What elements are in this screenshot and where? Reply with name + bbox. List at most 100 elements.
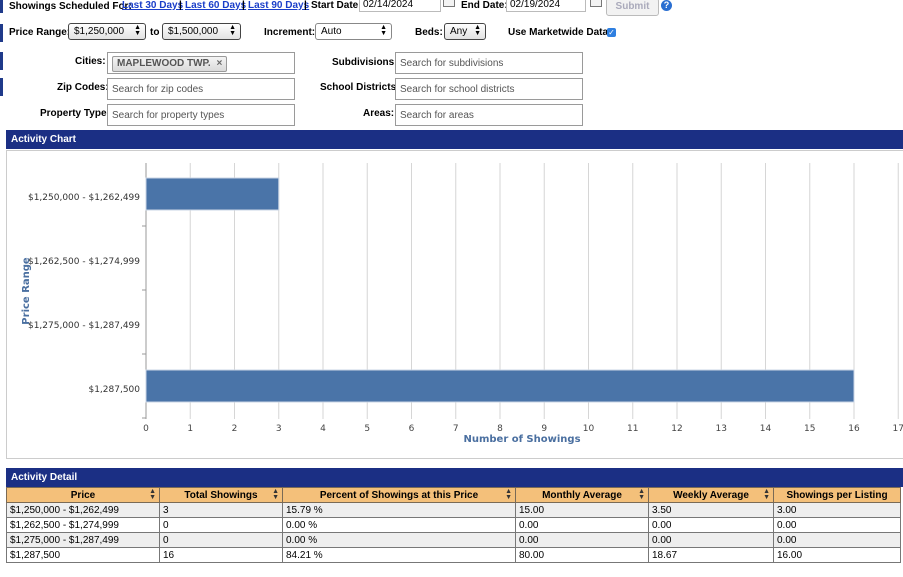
table-row: $1,250,000 - $1,262,499 3 15.79 % 15.00 … xyxy=(6,502,901,518)
marketwide-checkbox[interactable]: ✓ xyxy=(607,28,616,37)
sort-icon: ▲ ▼ xyxy=(638,488,645,501)
left-accent-bar xyxy=(0,78,3,96)
cell-weekly-average: 0.00 xyxy=(648,532,774,548)
cell-percent: 15.79 % xyxy=(282,502,516,518)
increment-value: Auto xyxy=(321,26,342,37)
y-category-label: $1,262,500 - $1,274,999 xyxy=(28,257,140,267)
select-arrows-icon: ▲ ▼ xyxy=(380,24,387,37)
to-label: to xyxy=(150,27,160,38)
submit-button[interactable]: Submit xyxy=(606,0,659,16)
areas-input[interactable]: Search for areas xyxy=(395,104,583,126)
last-90-days-link[interactable]: Last 90 Days xyxy=(248,0,310,11)
x-tick-label: 3 xyxy=(276,424,282,434)
cell-price: $1,287,500 xyxy=(6,547,160,563)
x-tick-label: 9 xyxy=(541,424,547,434)
showings-period-row: Showings Scheduled For: xyxy=(9,0,132,12)
price-range-label: Price Range: xyxy=(9,27,71,38)
cell-total-showings: 16 xyxy=(159,547,283,563)
cell-monthly-average: 15.00 xyxy=(515,502,649,518)
cell-showings-per-listing: 3.00 xyxy=(773,502,901,518)
start-date-input[interactable]: 02/14/2024 xyxy=(359,0,441,12)
y-category-label: $1,287,500 xyxy=(88,385,140,395)
x-tick-label: 12 xyxy=(671,424,682,434)
cities-label: Cities: xyxy=(75,56,106,67)
marketwide-label: Use Marketwide Data: xyxy=(508,27,612,38)
cell-monthly-average: 80.00 xyxy=(515,547,649,563)
calendar-icon[interactable] xyxy=(590,0,602,7)
price-max-value: $1,500,000 xyxy=(168,26,219,37)
help-icon[interactable]: ? xyxy=(661,0,672,11)
activity-chart: 0 1 2 3 4 5 6 7 8 9 10 11 12 13 14 15 16 17$1,250,000 - $… xyxy=(21,163,903,445)
x-tick-label: 10 xyxy=(583,424,595,434)
x-axis-title: Number of Showings xyxy=(463,434,580,445)
x-tick-label: 14 xyxy=(760,424,772,434)
property-type-input[interactable]: Search for property types xyxy=(107,104,295,126)
column-header-monthly-average[interactable]: Monthly Average ▲ ▼ xyxy=(515,487,649,503)
column-header-total-showings[interactable]: Total Showings ▲ ▼ xyxy=(159,487,283,503)
zip-codes-input[interactable]: Search for zip codes xyxy=(107,78,295,100)
close-icon[interactable]: × xyxy=(216,58,223,69)
cell-showings-per-listing: 16.00 xyxy=(773,547,901,563)
price-max-select[interactable]: $1,500,000 ▲ ▼ xyxy=(162,23,241,40)
start-date-label: Start Date: xyxy=(311,0,362,11)
x-tick-label: 1 xyxy=(187,424,193,434)
activity-chart-panel xyxy=(6,150,903,459)
column-header-showings-per-listing[interactable]: Showings per Listing xyxy=(773,487,901,503)
x-tick-label: 16 xyxy=(848,424,860,434)
separator: | xyxy=(242,0,245,11)
school-districts-input[interactable]: Search for school districts xyxy=(395,78,583,100)
price-min-select[interactable]: $1,250,000 ▲ ▼ xyxy=(68,23,146,40)
column-header-percent[interactable]: Percent of Showings at this Price ▲ ▼ xyxy=(282,487,516,503)
end-date-label: End Date: xyxy=(461,0,508,11)
cell-weekly-average: 18.67 xyxy=(648,547,774,563)
column-header-price[interactable]: Price ▲ ▼ xyxy=(6,487,160,503)
cell-total-showings: 0 xyxy=(159,517,283,533)
sort-icon: ▲ ▼ xyxy=(505,488,512,501)
x-tick-label: 2 xyxy=(232,424,238,434)
beds-select[interactable]: Any ▲ ▼ xyxy=(444,23,486,40)
cell-monthly-average: 0.00 xyxy=(515,517,649,533)
y-axis-title: Price Range xyxy=(21,257,32,325)
left-accent-bar xyxy=(0,24,3,42)
last-60-days-link[interactable]: Last 60 Days xyxy=(185,0,247,11)
price-min-value: $1,250,000 xyxy=(74,26,125,37)
cell-weekly-average: 0.00 xyxy=(648,517,774,533)
cell-percent: 0.00 % xyxy=(282,517,516,533)
x-tick-label: 15 xyxy=(804,424,815,434)
cell-showings-per-listing: 0.00 xyxy=(773,532,901,548)
cell-total-showings: 3 xyxy=(159,502,283,518)
y-category-label: $1,250,000 - $1,262,499 xyxy=(28,193,140,203)
left-accent-bar xyxy=(0,52,3,70)
calendar-icon[interactable] xyxy=(443,0,455,7)
x-tick-label: 11 xyxy=(627,424,638,434)
showings-scheduled-label: Showings Scheduled For: xyxy=(9,1,132,12)
select-arrows-icon: ▲ ▼ xyxy=(134,24,141,37)
increment-select[interactable]: Auto ▲ ▼ xyxy=(315,23,392,40)
cell-percent: 84.21 % xyxy=(282,547,516,563)
x-tick-label: 7 xyxy=(453,424,459,434)
separator: | xyxy=(179,0,182,11)
subdivisions-input[interactable]: Search for subdivisions xyxy=(395,52,583,74)
cell-showings-per-listing: 0.00 xyxy=(773,517,901,533)
x-tick-label: 8 xyxy=(497,424,503,434)
bar xyxy=(145,177,280,211)
end-date-input[interactable]: 02/19/2024 xyxy=(506,0,586,12)
beds-value: Any xyxy=(450,26,468,37)
property-type-label: Property Type: xyxy=(40,108,110,119)
cell-price: $1,275,000 - $1,287,499 xyxy=(6,532,160,548)
table-row: $1,262,500 - $1,274,999 0 0.00 % 0.00 0.… xyxy=(6,517,901,533)
column-header-weekly-average[interactable]: Weekly Average ▲ ▼ xyxy=(648,487,774,503)
sort-icon: ▲ ▼ xyxy=(763,488,770,501)
table-row: $1,275,000 - $1,287,499 0 0.00 % 0.00 0.… xyxy=(6,532,901,548)
increment-label: Increment: xyxy=(264,27,316,38)
last-30-days-link[interactable]: Last 30 Days xyxy=(122,0,184,11)
select-arrows-icon: ▲ ▼ xyxy=(474,24,481,37)
city-chip: MAPLEWOOD TWP. × xyxy=(112,56,228,72)
cities-input[interactable]: MAPLEWOOD TWP. × xyxy=(107,52,295,74)
activity-detail-table: Price ▲ ▼ Total Showings ▲ ▼ Percent of Show… xyxy=(6,487,901,563)
activity-detail-header: Activity Detail xyxy=(6,468,903,487)
separator: | xyxy=(304,0,307,11)
sort-icon: ▲ ▼ xyxy=(149,488,156,501)
x-tick-label: 13 xyxy=(716,424,727,434)
cell-total-showings: 0 xyxy=(159,532,283,548)
